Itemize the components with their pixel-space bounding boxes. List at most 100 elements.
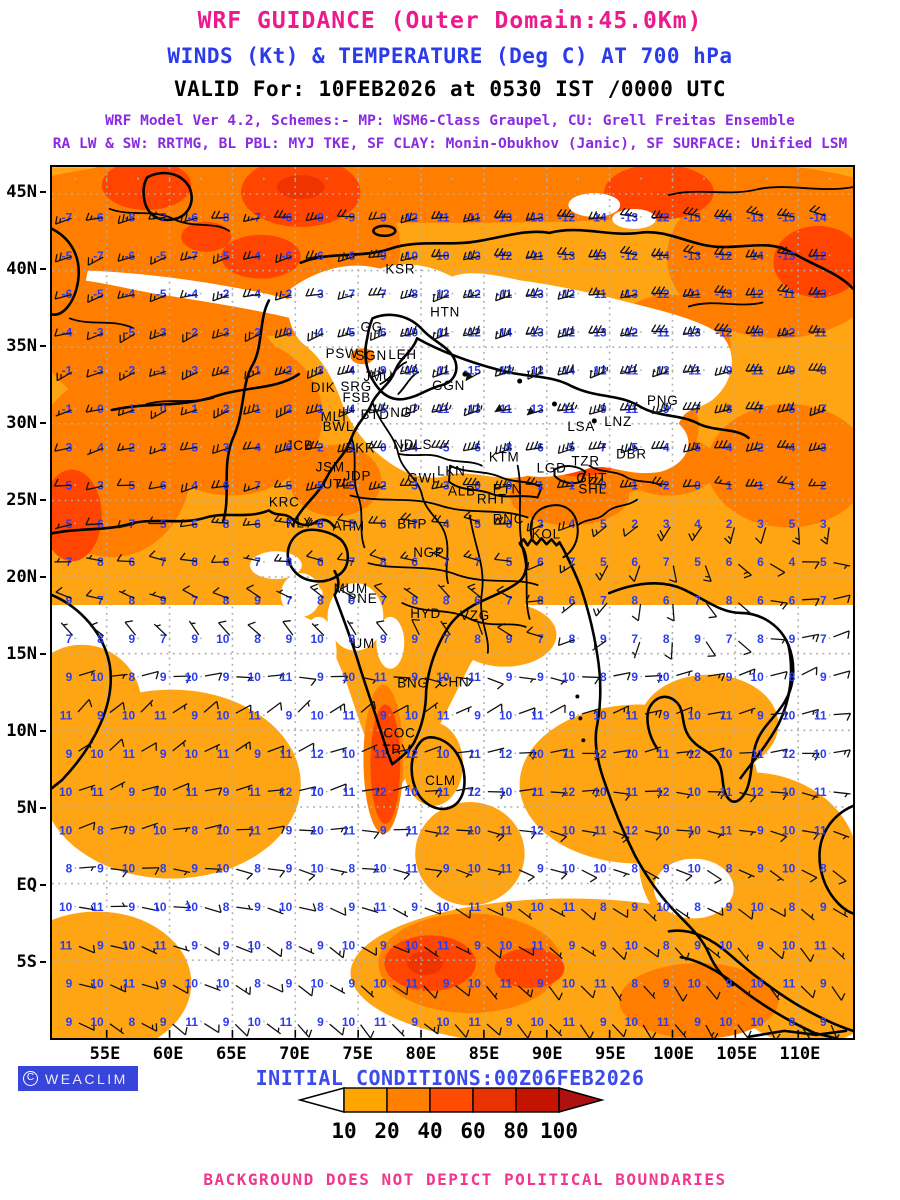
temperature-value: 1 <box>317 402 324 416</box>
wind-barb: -5 <box>150 249 167 265</box>
wind-barb: 9 <box>474 703 503 722</box>
wind-barb: 9 <box>97 701 125 722</box>
grid-dot <box>703 905 705 908</box>
lat-tick-mark <box>40 883 46 886</box>
temperature-value: 9 <box>286 823 293 837</box>
wind-barb: -9 <box>368 249 387 263</box>
temperature-value: -3 <box>93 325 104 339</box>
station-label-mum: MUM <box>334 581 368 596</box>
wind-barb: 9 <box>191 700 219 722</box>
grid-dot <box>765 752 768 755</box>
grid-dot <box>388 790 391 793</box>
grid-dot <box>137 944 139 946</box>
wind-barb: -8 <box>117 210 135 224</box>
wind-barb: 8 <box>726 862 755 879</box>
wind-barb: 9 <box>663 977 688 1002</box>
temperature-value: 8 <box>286 938 293 952</box>
wind-barb: -3 <box>808 440 827 454</box>
wind-barb: 11 <box>563 1015 594 1038</box>
temperature-value: 6 <box>537 555 544 569</box>
temperature-value: 10 <box>813 747 827 761</box>
grid-dot <box>514 599 517 601</box>
grid-dot <box>294 944 297 946</box>
grid-dot <box>168 637 171 640</box>
wind-barb: 11 <box>280 742 315 761</box>
wind-barb: -6 <box>117 249 135 263</box>
grid-dot <box>325 560 328 563</box>
wind-barb: 10 <box>562 823 599 837</box>
wind-barb: 10 <box>782 823 820 840</box>
grid-dot <box>545 829 548 831</box>
weaclim-logo-text: WEACLIM <box>45 1070 128 1087</box>
temperature-value: 10 <box>59 900 73 914</box>
grid-dot <box>231 292 234 295</box>
grid-dot <box>577 407 579 410</box>
wind-barb: 8 <box>631 594 642 622</box>
temperature-value: 6 <box>160 479 167 493</box>
temperature-value: 7 <box>820 632 827 646</box>
wind-barb: 9 <box>592 632 607 651</box>
wind-barb: -11 <box>431 210 450 224</box>
grid-dot <box>325 944 328 946</box>
temperature-value: 8 <box>600 670 607 684</box>
grid-dot <box>514 292 517 295</box>
wind-barb: 5 <box>463 511 481 531</box>
grid-dot <box>325 446 328 448</box>
wind-barb: 9 <box>411 1015 440 1035</box>
wind-barb: -6 <box>525 440 544 454</box>
wind-barb: 7 <box>117 517 136 531</box>
station-label-ksr: KSR <box>385 262 415 277</box>
wind-barb: -9 <box>714 364 733 378</box>
grid-dot <box>74 446 77 448</box>
wind-barb: -1 <box>556 479 576 493</box>
temperature-value: -4 <box>125 287 136 301</box>
grid-dot <box>577 867 579 870</box>
lat-tick-mark <box>40 960 46 963</box>
grid-dot <box>577 560 579 563</box>
temperature-value: 10 <box>216 708 230 722</box>
wind-barb: -11 <box>432 364 450 378</box>
station-label-kol: KOL <box>532 526 561 541</box>
grid-dot <box>263 216 265 218</box>
grid-dot <box>325 177 328 180</box>
wind-barb: -5 <box>149 287 167 303</box>
wind-barb: -13 <box>525 325 544 339</box>
temperature-value: 9 <box>506 670 513 684</box>
wind-barb: 9 <box>380 704 409 722</box>
lon-tick-label: 75E <box>342 1044 374 1064</box>
station-label-bhp: BHP <box>397 516 427 531</box>
grid-dot <box>388 714 391 716</box>
grid-dot <box>325 752 328 755</box>
grid-dot <box>703 560 705 563</box>
grid-dot <box>577 905 579 908</box>
wind-barb: 9 <box>506 670 537 684</box>
wind-barb: 9 <box>411 900 442 915</box>
wind-barb: 9 <box>129 822 159 837</box>
grid-dot <box>263 1020 265 1023</box>
temperature-value: 11 <box>248 708 261 722</box>
temperature-value: 11 <box>531 938 544 952</box>
temperature-value: -13 <box>527 210 545 224</box>
grid-dot <box>608 369 611 372</box>
grid-dot <box>514 867 517 870</box>
wind-barb: -14 <box>745 249 764 263</box>
colorbar-right-arrow <box>558 1087 605 1113</box>
temperature-value: 5 <box>474 517 481 531</box>
wind-barb: 10 <box>499 707 536 722</box>
wind-barb: -11 <box>619 364 638 378</box>
wind-barb: 4 <box>688 517 703 542</box>
wind-barb: 9 <box>55 586 73 608</box>
grid-dot <box>420 216 422 218</box>
temperature-value: -5 <box>345 325 356 339</box>
wind-barb: 0 <box>462 477 481 493</box>
grid-dot <box>483 560 485 563</box>
wind-barb: 9 <box>188 620 200 646</box>
wind-barb: -12 <box>400 210 418 224</box>
grid-dot <box>168 560 171 563</box>
wind-barb: 7 <box>440 620 451 646</box>
temperature-value: 11 <box>468 1015 481 1029</box>
temperature-value: 10 <box>688 823 702 837</box>
wind-barb: -12 <box>808 248 827 263</box>
grid-dot <box>168 331 171 333</box>
colorbar-segment <box>429 1087 474 1113</box>
